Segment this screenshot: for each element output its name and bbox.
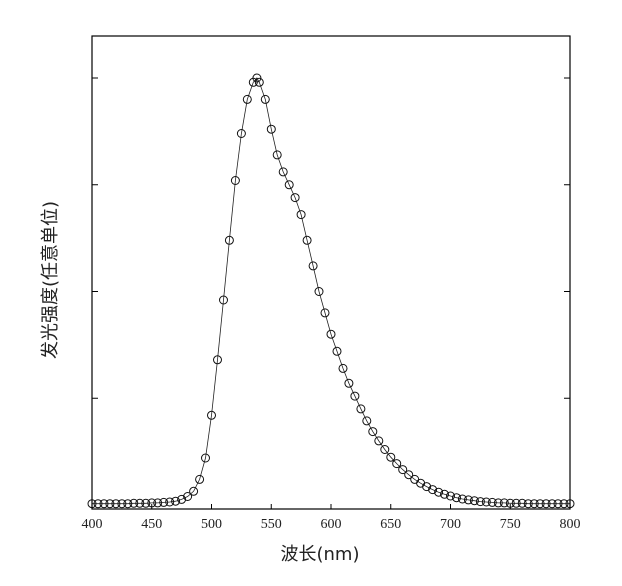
data-point — [481, 497, 491, 507]
data-point — [469, 496, 479, 506]
data-point — [332, 346, 342, 356]
data-point — [493, 498, 503, 508]
data-point — [308, 261, 318, 271]
data-point — [517, 498, 527, 508]
data-point — [392, 459, 402, 469]
data-point — [284, 180, 294, 190]
data-point — [290, 193, 300, 203]
data-point — [499, 498, 509, 508]
data-point — [123, 499, 133, 509]
data-point — [511, 498, 521, 508]
data-point — [129, 498, 139, 508]
data-point — [344, 378, 354, 388]
data-point — [177, 494, 187, 504]
x-tick-label: 700 — [440, 517, 461, 532]
data-point — [165, 497, 175, 507]
x-tick-label: 750 — [500, 517, 521, 532]
data-point — [314, 287, 324, 296]
x-axis-title: 波长(nm) — [281, 544, 360, 565]
data-point — [422, 482, 432, 492]
data-point — [224, 235, 234, 245]
data-point — [457, 494, 467, 504]
x-axis: 400 450 500 550 600 650 700 750 800 — [82, 504, 581, 532]
data-point — [541, 499, 551, 509]
data-point — [242, 94, 252, 104]
data-point — [105, 499, 115, 509]
data-point — [446, 491, 455, 501]
data-point — [428, 485, 438, 495]
data-marks — [87, 73, 575, 509]
data-point — [254, 77, 264, 87]
data-point — [338, 363, 348, 373]
data-point — [487, 497, 497, 507]
x-tick-label: 800 — [560, 517, 581, 532]
data-point — [368, 427, 378, 437]
data-point — [272, 150, 282, 160]
data-point — [326, 329, 336, 339]
series-line — [92, 77, 570, 505]
data-point — [296, 210, 306, 220]
data-point — [559, 499, 569, 509]
data-point — [535, 499, 545, 509]
data-point — [183, 492, 193, 501]
data-point — [207, 410, 216, 420]
y-axis-title: 发光强度(任意单位) — [40, 201, 61, 359]
data-point — [252, 73, 262, 83]
data-point — [99, 499, 109, 509]
x-tick-label: 600 — [321, 517, 342, 532]
x-tick-label: 450 — [141, 517, 162, 532]
data-point — [547, 499, 557, 509]
data-point — [189, 486, 199, 496]
data-point — [141, 498, 151, 508]
data-point — [230, 176, 240, 185]
data-point — [386, 452, 396, 462]
data-point — [236, 129, 246, 138]
x-tick-label: 550 — [261, 517, 282, 532]
data-point — [171, 496, 181, 506]
data-point — [195, 474, 205, 484]
data-point — [356, 404, 366, 414]
data-point — [404, 470, 414, 480]
data-point — [553, 499, 563, 509]
data-point — [153, 498, 163, 508]
data-point — [260, 94, 270, 104]
x-tick-label: 650 — [380, 517, 401, 532]
data-point — [350, 391, 360, 401]
x-tick-label: 500 — [201, 517, 222, 532]
data-point — [380, 445, 390, 454]
data-point — [278, 167, 288, 177]
data-point — [201, 453, 210, 463]
x-tick-label: 400 — [82, 517, 103, 532]
data-point — [117, 499, 127, 509]
data-point — [529, 499, 539, 509]
data-point — [213, 355, 222, 365]
data-point — [266, 124, 276, 134]
data-point — [362, 416, 372, 426]
data-point — [374, 436, 384, 446]
data-point — [452, 493, 461, 503]
plot-frame — [91, 35, 571, 510]
data-point — [135, 498, 145, 508]
data-point — [159, 497, 169, 507]
data-point — [440, 489, 449, 499]
data-point — [302, 235, 312, 245]
data-point — [475, 497, 485, 507]
data-point — [523, 499, 533, 509]
data-point — [463, 495, 473, 505]
data-point — [219, 295, 228, 305]
data-point — [111, 499, 121, 509]
data-point — [398, 465, 408, 475]
data-point — [434, 487, 444, 497]
y-axis-ticks — [92, 77, 570, 399]
data-point — [320, 308, 330, 318]
data-point — [93, 499, 103, 509]
